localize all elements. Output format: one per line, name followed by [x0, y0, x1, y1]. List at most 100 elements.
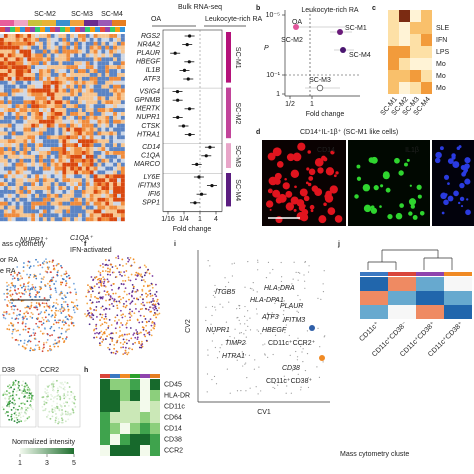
cell: [0, 80, 4, 85]
cell: [7, 205, 12, 210]
dot: [30, 304, 33, 307]
dot: [55, 302, 58, 304]
cell: [93, 123, 98, 128]
dot: [136, 338, 139, 341]
gene-dot: [281, 276, 283, 278]
cell: [7, 186, 12, 190]
cell: [35, 92, 39, 97]
dot: [144, 318, 147, 320]
cell: [19, 131, 24, 136]
dot: [119, 335, 121, 337]
cell: [11, 139, 16, 144]
dot: [48, 284, 51, 287]
gene-dot: [253, 368, 255, 370]
cell: [46, 100, 51, 105]
dot: [101, 313, 104, 316]
cell: [70, 135, 75, 140]
dot: [65, 270, 68, 273]
cell: [46, 37, 51, 42]
dot: [146, 332, 149, 334]
cell: [35, 61, 39, 66]
dot: [155, 316, 158, 319]
gene-dot: [273, 315, 275, 317]
dot: [72, 322, 75, 324]
dot: [108, 259, 110, 262]
cell: [410, 58, 421, 70]
cell: [109, 131, 114, 136]
cell: [50, 76, 55, 81]
dot: [12, 383, 15, 385]
cell: [62, 190, 67, 194]
cell: [15, 139, 20, 144]
dot: [95, 276, 98, 278]
cell-signal: [466, 198, 469, 201]
cell: [42, 190, 47, 194]
cell: [89, 186, 94, 190]
dot: [74, 305, 76, 307]
cell: [97, 205, 102, 210]
cell: [7, 41, 12, 46]
dot: [7, 414, 9, 417]
cell: [58, 190, 63, 194]
dot: [118, 301, 121, 304]
cell: [54, 158, 59, 163]
gene-dot: [302, 343, 304, 346]
cell: [130, 379, 140, 390]
cell: [19, 49, 24, 54]
gene-dot: [213, 375, 216, 378]
cell: [23, 34, 28, 38]
cell: [31, 37, 36, 42]
cluster-bar: [120, 374, 130, 378]
gene-dot: [282, 320, 284, 322]
cell: [97, 217, 102, 222]
dot: [51, 387, 54, 390]
cell: [42, 197, 47, 202]
cell: [97, 213, 102, 218]
dot: [13, 399, 16, 402]
cell: [117, 193, 121, 198]
cell: [23, 119, 28, 124]
cell: [74, 96, 78, 101]
dot: [60, 382, 63, 385]
dot: [8, 290, 11, 293]
dot: [106, 290, 109, 293]
cell: [89, 178, 94, 183]
cell: [78, 119, 82, 124]
gene-dot: [277, 384, 279, 386]
cell: [54, 182, 59, 187]
cell: [7, 112, 12, 116]
cell: [11, 209, 16, 214]
cell: [113, 170, 117, 175]
label: VSIG4: [139, 88, 160, 95]
dot: [24, 406, 27, 409]
cell: [117, 108, 121, 112]
dot: [158, 307, 160, 309]
cell: [3, 45, 8, 50]
gene-dot: [237, 316, 239, 319]
cell: [93, 209, 98, 214]
cell: [11, 108, 16, 112]
cell: [74, 65, 78, 70]
cell: [50, 151, 55, 155]
gene-dot: [288, 334, 290, 337]
cell: [50, 104, 55, 109]
dot: [8, 398, 10, 400]
cell: [117, 69, 121, 73]
dot: [108, 308, 111, 310]
cell: [0, 104, 4, 109]
gene-dot: [249, 387, 251, 389]
dot: [54, 395, 56, 398]
cell: [0, 209, 4, 214]
dot: [51, 314, 54, 317]
cell: [85, 41, 90, 46]
cell: [11, 49, 16, 54]
cell: [120, 135, 125, 140]
cell-signal: [356, 164, 361, 169]
cell: [23, 57, 28, 62]
cell: [3, 217, 8, 222]
cell: [0, 96, 4, 101]
dot: [128, 292, 131, 295]
cell: [85, 162, 90, 167]
dot: [197, 175, 201, 179]
dot: [145, 295, 148, 298]
